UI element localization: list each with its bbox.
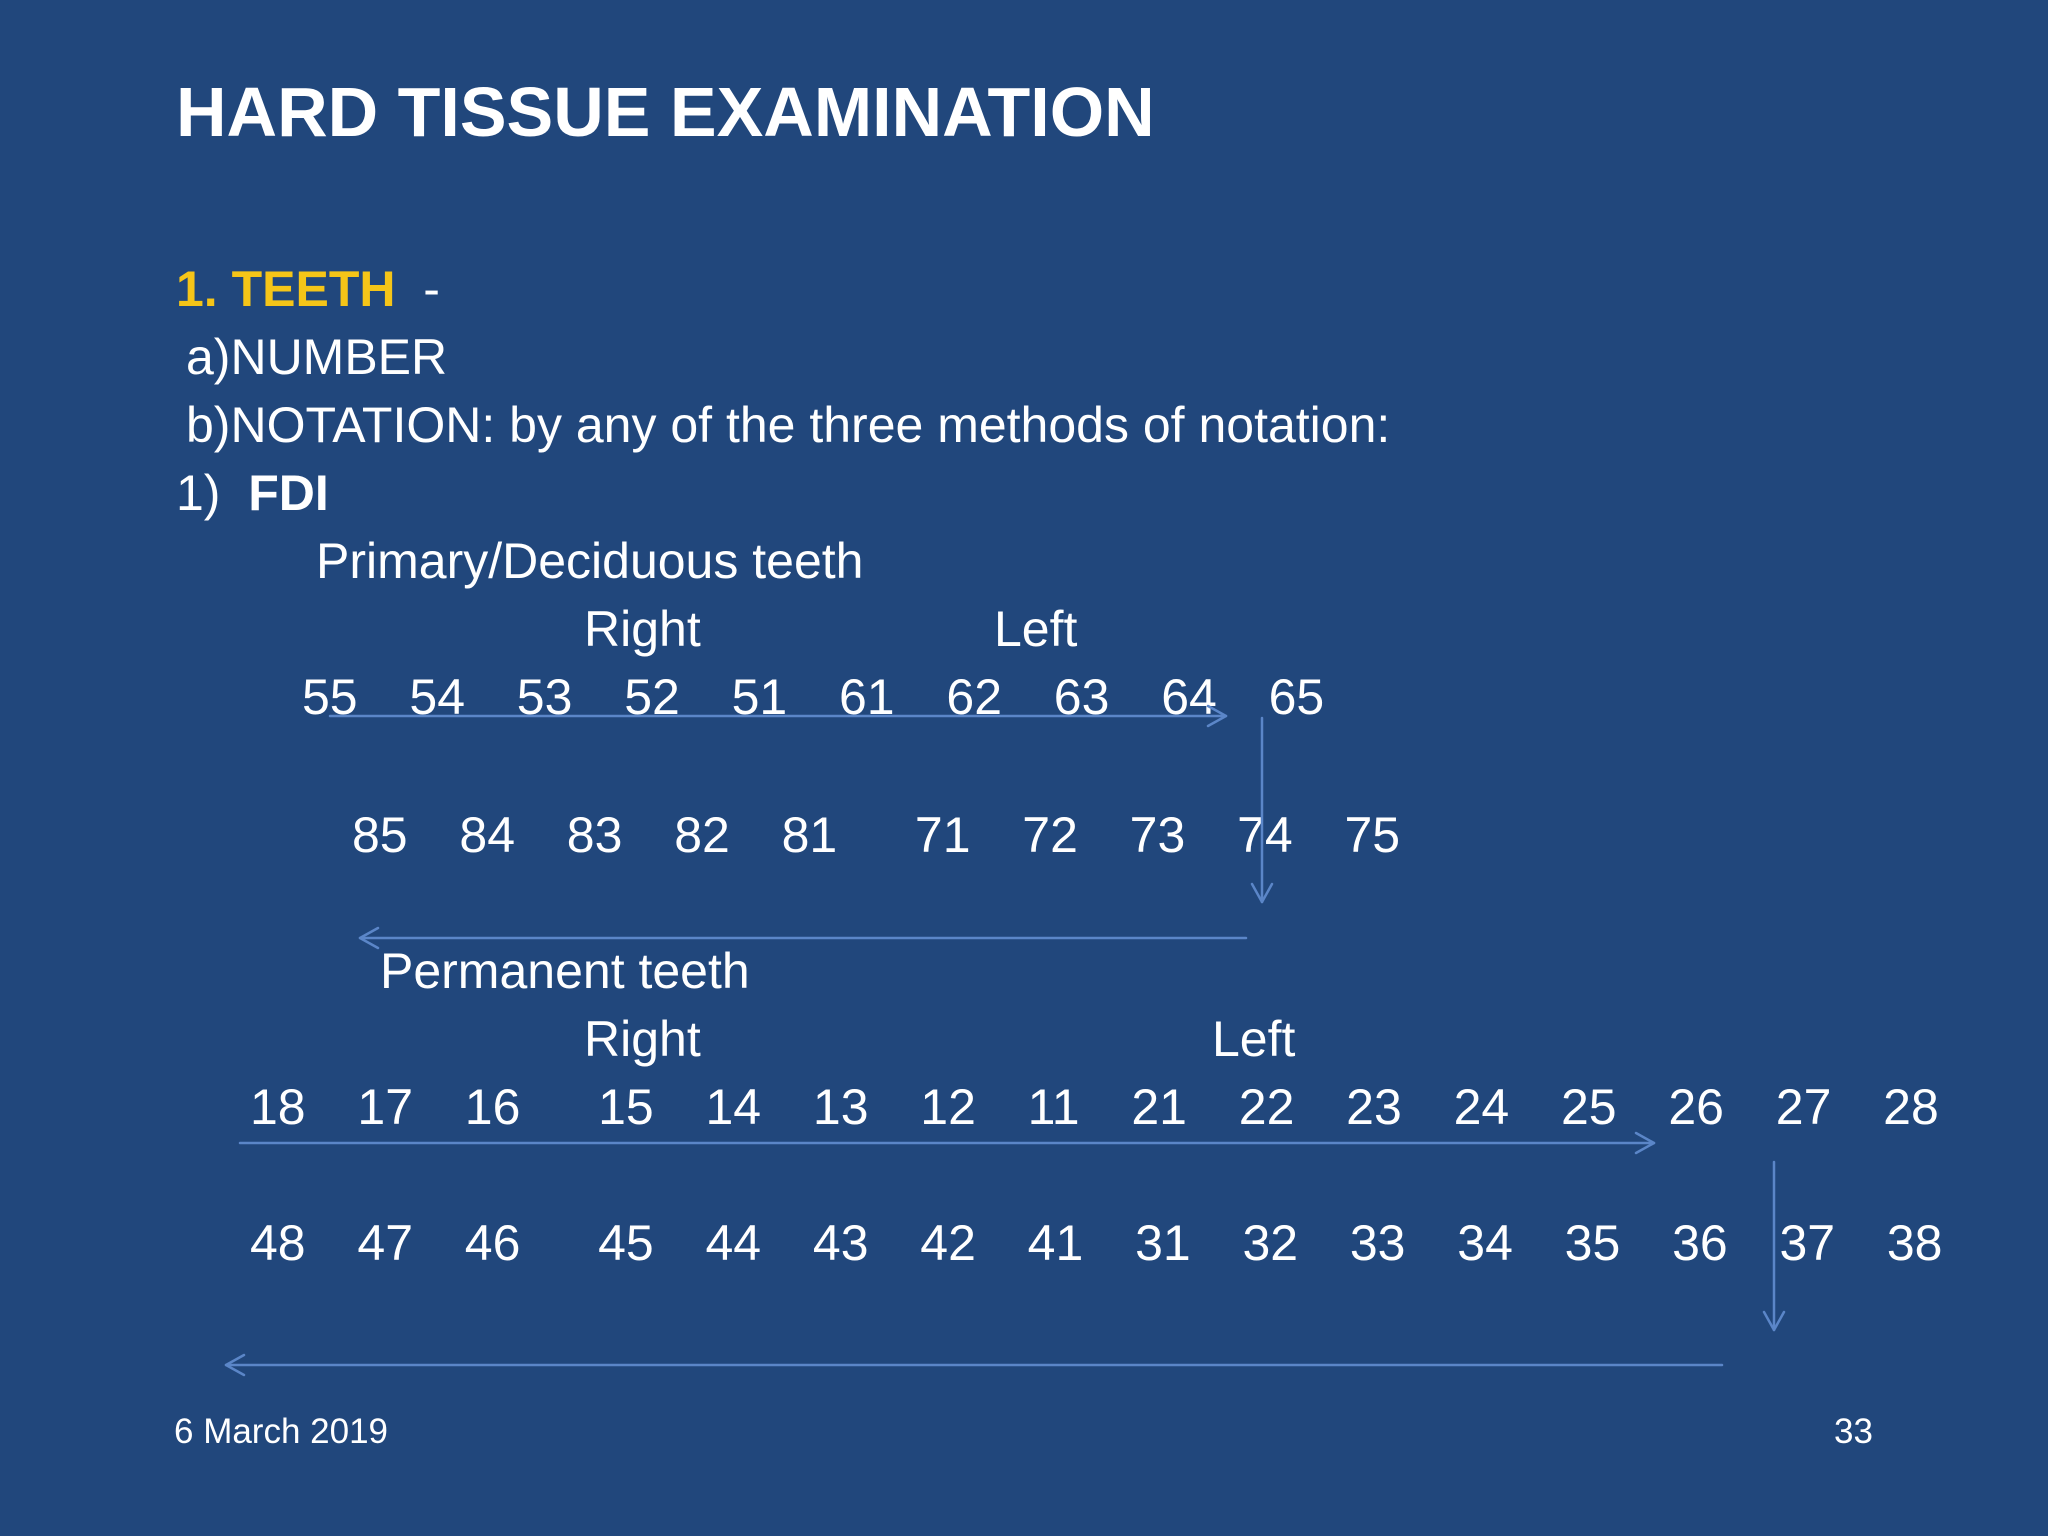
primary-lower-row: 85 84 83 82 81 71 72 73 74 75 — [352, 807, 1401, 863]
permanent-lower-row: 48 47 46 45 44 43 42 41 31 32 33 34 35 3… — [250, 1215, 1943, 1271]
slide-title: HARD TISSUE EXAMINATION — [176, 73, 1155, 151]
section-heading: 1. TEETH - — [176, 260, 440, 318]
primary-down-arrowhead — [1250, 882, 1274, 904]
permanent-right-label: Right — [584, 1011, 701, 1067]
section-dash: - — [423, 261, 440, 317]
method-name: FDI — [248, 465, 329, 521]
footer-date: 6 March 2019 — [174, 1412, 389, 1451]
permanent-left-arrowhead — [224, 1353, 246, 1377]
primary-left-label: Left — [994, 601, 1078, 657]
section-number-label: 1. TEETH — [176, 261, 396, 317]
permanent-down-arrowhead — [1762, 1310, 1786, 1332]
item-number: a)NUMBER — [186, 329, 448, 385]
primary-heading: Primary/Deciduous teeth — [316, 533, 864, 589]
permanent-right-arrowhead — [1634, 1131, 1656, 1155]
primary-left-arrowhead — [358, 926, 380, 950]
method-number: 1) — [176, 465, 221, 521]
primary-right-arrowhead — [1206, 704, 1228, 728]
permanent-heading: Permanent teeth — [380, 943, 750, 999]
permanent-upper-row: 18 17 16 15 14 13 12 11 21 22 23 24 25 2… — [250, 1079, 1939, 1135]
primary-right-label: Right — [584, 601, 701, 657]
method-line: 1) FDI — [176, 464, 329, 522]
item-notation: b)NOTATION: by any of the three methods … — [186, 397, 1391, 453]
page-number: 33 — [1834, 1412, 1873, 1451]
permanent-left-label: Left — [1212, 1011, 1296, 1067]
